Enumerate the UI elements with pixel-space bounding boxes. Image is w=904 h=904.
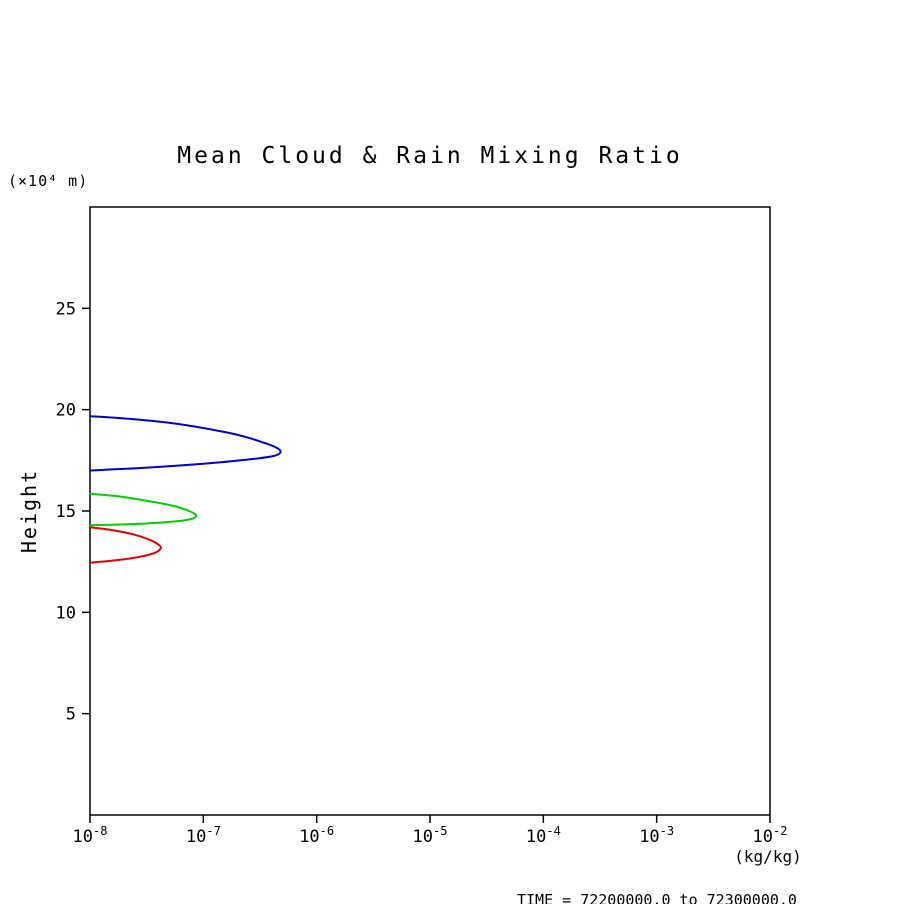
y-axis-unit-label: (×10⁴ m)	[8, 172, 88, 190]
curve-cloud-mixing-ratio-upper	[89, 415, 282, 472]
y-tick-label: 20	[56, 401, 76, 421]
y-tick-label: 15	[56, 502, 76, 522]
x-axis-ticks: 10-8 10-7 10-6 10-5 10-4 10-3 10-2	[73, 815, 788, 847]
x-tick-label: 10-8	[73, 824, 108, 847]
y-tick-label: 10	[56, 603, 76, 623]
x-tick-label: 10-7	[186, 824, 221, 847]
x-tick-label: 10-6	[299, 824, 334, 847]
curve-series	[89, 415, 282, 564]
x-tick-label: 10-2	[753, 824, 788, 847]
x-tick-label: 10-3	[639, 824, 674, 847]
y-axis-ticks: 5 10 15 20 25	[56, 299, 90, 725]
x-axis-unit-label: (kg/kg)	[734, 847, 801, 866]
chart-title: Mean Cloud & Rain Mixing Ratio	[177, 143, 682, 169]
x-tick-label: 10-4	[526, 824, 561, 847]
y-axis-title: Height	[17, 469, 41, 553]
y-tick-label: 5	[66, 705, 76, 725]
plot-frame	[89, 206, 771, 816]
curve-cloud-mixing-ratio-middle	[89, 492, 198, 527]
curve-rain-mixing-ratio-lower	[89, 526, 162, 564]
footer-time-label: TIME = 72200000.0 to 72300000.0	[517, 891, 797, 904]
x-tick-label: 10-5	[413, 824, 448, 847]
y-tick-label: 25	[56, 299, 76, 319]
